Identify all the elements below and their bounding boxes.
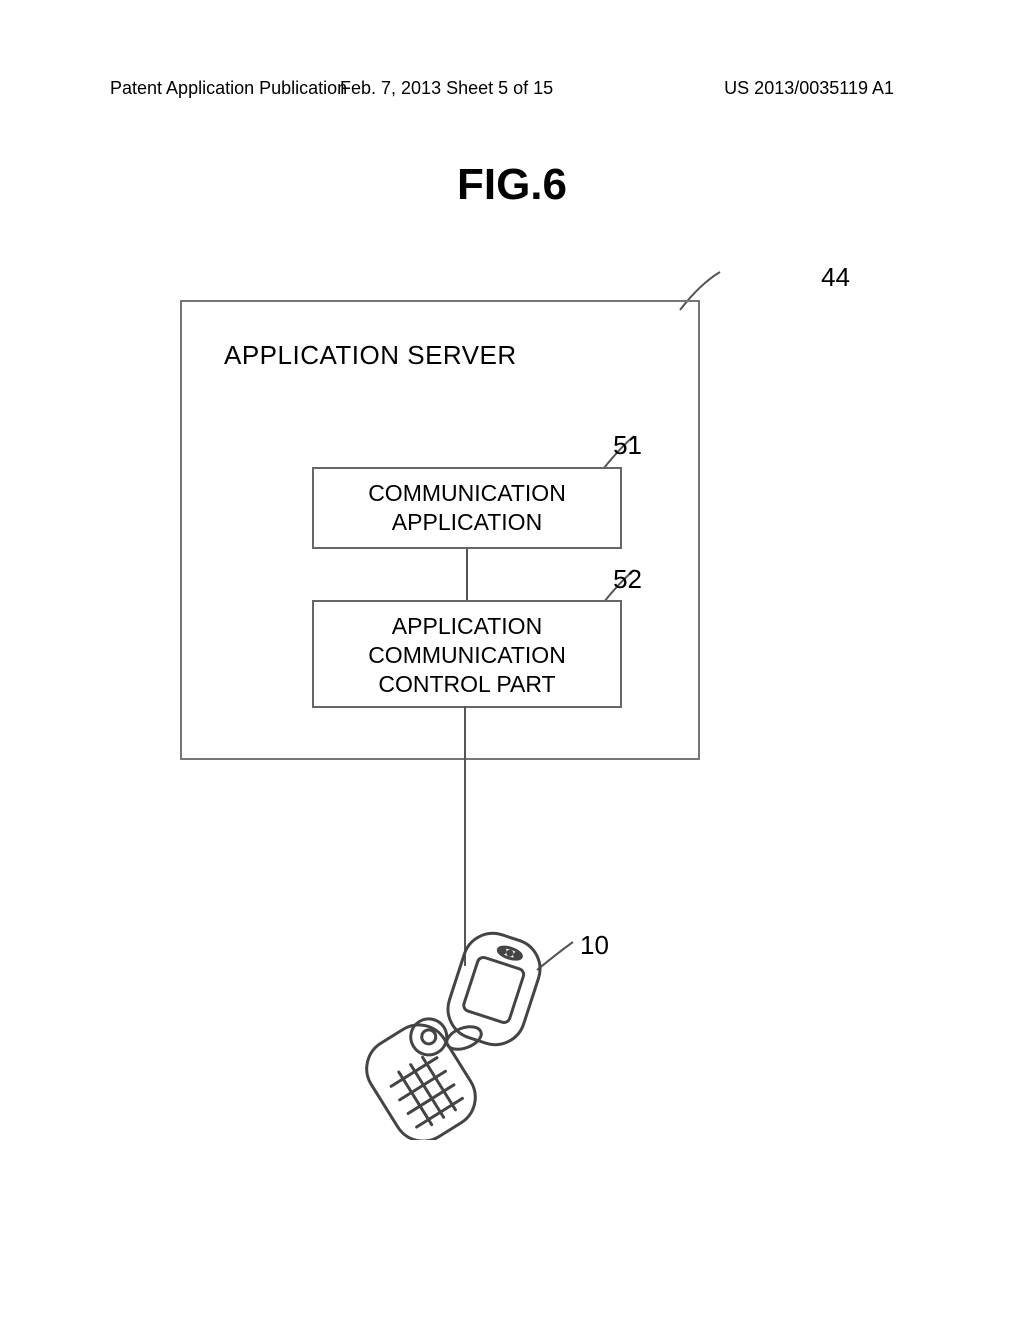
application-server-box: APPLICATION SERVER 51 COMMUNICATION APPL…	[180, 300, 700, 760]
box52-line2: COMMUNICATION	[322, 641, 612, 670]
box52-line1: APPLICATION	[322, 612, 612, 641]
diagram-container: 44 APPLICATION SERVER 51 COMMUNICATION A…	[180, 300, 740, 760]
connector-51-52	[466, 549, 468, 601]
server-title: APPLICATION SERVER	[224, 340, 517, 371]
page-header: Patent Application Publication Feb. 7, 2…	[0, 78, 1024, 99]
ref-label-10: 10	[580, 930, 609, 961]
application-communication-control-part-box: APPLICATION COMMUNICATION CONTROL PART	[312, 600, 622, 708]
ref-label-44: 44	[821, 262, 850, 293]
box51-line2: APPLICATION	[322, 508, 612, 537]
box52-line3: CONTROL PART	[322, 670, 612, 699]
flip-phone-icon	[360, 920, 580, 1140]
communication-application-box: COMMUNICATION APPLICATION	[312, 467, 622, 549]
figure-title: FIG.6	[0, 160, 1024, 210]
header-center: Feb. 7, 2013 Sheet 5 of 15	[340, 78, 553, 99]
header-right: US 2013/0035119 A1	[724, 78, 894, 99]
ref-label-52: 52	[613, 564, 642, 595]
header-left: Patent Application Publication	[110, 78, 347, 99]
ref-label-51: 51	[613, 430, 642, 461]
box51-line1: COMMUNICATION	[322, 479, 612, 508]
